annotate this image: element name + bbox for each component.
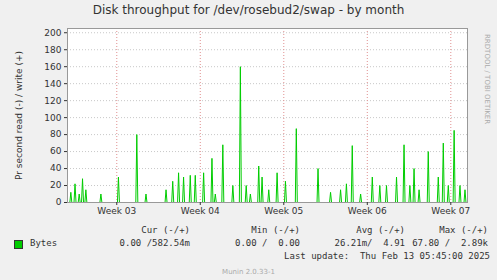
- html-text:0.00 / 0.00: 0.00 / 0.00: [235, 238, 300, 248]
- svg-text:60: 60: [50, 146, 62, 156]
- svg-text:200: 200: [44, 28, 61, 38]
- svg-text:20: 20: [50, 180, 62, 190]
- svg-text:160: 160: [44, 62, 61, 72]
- html-text:RRDTOOL / TOBI OETIKER: RRDTOOL / TOBI OETIKER: [483, 34, 491, 125]
- svg-text:Week 07: Week 07: [431, 206, 470, 216]
- html-text:Bytes: Bytes: [30, 238, 58, 248]
- svg-text:120: 120: [44, 96, 61, 106]
- html-text:Min (-/+): Min (-/+): [251, 225, 300, 235]
- html-text:Cur (-/+): Cur (-/+): [141, 225, 190, 235]
- svg-text:Pr second read (-) / write (+): Pr second read (-) / write (+): [14, 51, 24, 180]
- svg-text:140: 140: [44, 79, 61, 89]
- html-text:Last update: Thu Feb 13 05:45:: Last update: Thu Feb 13 05:45:00 2025: [284, 251, 490, 261]
- svg-text:100: 100: [44, 113, 61, 123]
- svg-text:Week 04: Week 04: [181, 206, 220, 216]
- svg-text:80: 80: [50, 129, 62, 139]
- html-text:Munin 2.0.33-1: Munin 2.0.33-1: [222, 268, 275, 276]
- svg-text:40: 40: [50, 163, 62, 173]
- html-text:Max (-/+): Max (-/+): [439, 225, 488, 235]
- svg-text:180: 180: [44, 45, 61, 55]
- html-text:26.21m/ 4.91: 26.21m/ 4.91: [334, 238, 405, 248]
- html-text:Avg (-/+): Avg (-/+): [356, 225, 405, 235]
- svg-text:0: 0: [56, 197, 62, 207]
- svg-text:Week 06: Week 06: [348, 206, 387, 216]
- html-text:0.00 /582.54m: 0.00 /582.54m: [119, 238, 190, 248]
- svg-text:Week 05: Week 05: [264, 206, 303, 216]
- svg-text:Week 03: Week 03: [97, 206, 136, 216]
- html-text:67.80 / 2.89k: 67.80 / 2.89k: [412, 238, 488, 248]
- html-text:Disk throughput for /dev/roseb: Disk throughput for /dev/rosebud2/swap -…: [92, 3, 405, 17]
